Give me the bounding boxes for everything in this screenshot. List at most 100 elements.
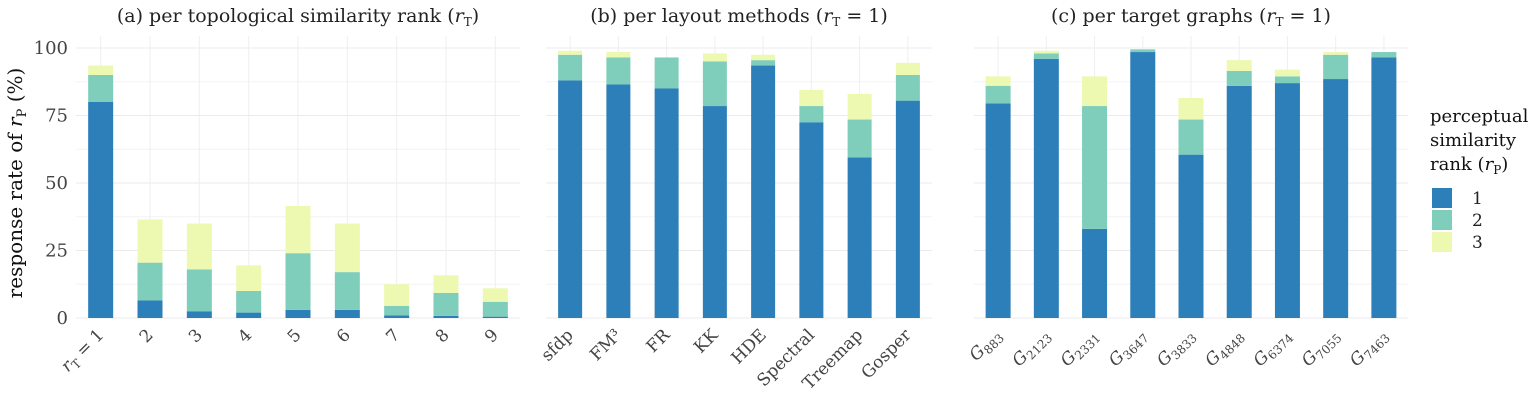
x-tick-label: FR <box>643 325 675 357</box>
bar-segment-rank-2 <box>1323 54 1349 80</box>
bar-segment-rank-2 <box>1033 53 1059 59</box>
y-axis-label: response rate of rP (%) <box>3 68 30 299</box>
x-tick-label: 8 <box>432 325 454 347</box>
bar-segment-rank-1 <box>1371 57 1397 318</box>
bar-segment-rank-3 <box>799 89 824 107</box>
panel-title: (a) per topological similarity rank (rT) <box>117 5 479 29</box>
bar-segment-rank-1 <box>88 102 114 318</box>
bar-segment-rank-2 <box>895 75 920 101</box>
x-tick-label: G7463 <box>1346 325 1393 372</box>
bar-segment-rank-1 <box>1274 83 1300 318</box>
y-tick-label: 25 <box>45 241 68 262</box>
bar-segment-rank-3 <box>702 53 727 62</box>
bar-segment-rank-1 <box>1130 52 1156 319</box>
legend-swatch <box>1432 210 1452 230</box>
bar-segment-rank-1 <box>384 315 410 318</box>
legend-label: 3 <box>1472 233 1483 253</box>
x-tick-label: G4848 <box>1201 325 1248 372</box>
bar-segment-rank-1 <box>285 309 311 318</box>
x-tick-label: G883 <box>966 325 1007 366</box>
bar-segment-rank-3 <box>606 52 631 58</box>
bar-segment-rank-3 <box>558 50 583 55</box>
bar-segment-rank-2 <box>334 272 360 310</box>
legend-label: 2 <box>1472 211 1483 231</box>
legend-swatch <box>1432 188 1452 208</box>
bar-segment-rank-1 <box>1178 154 1204 318</box>
bar-segment-rank-3 <box>1033 50 1059 54</box>
bar-segment-rank-2 <box>606 57 631 85</box>
bar-segment-rank-2 <box>985 85 1011 104</box>
x-tick-label: G2123 <box>1009 325 1056 372</box>
bar-segment-rank-2 <box>285 253 311 310</box>
x-tick-label: 9 <box>481 325 503 347</box>
bar-segment-rank-1 <box>799 122 824 318</box>
y-tick-label: 50 <box>45 173 68 194</box>
bar-segment-rank-1 <box>985 103 1011 318</box>
bar-segment-rank-1 <box>137 300 163 318</box>
bar-segment-rank-3 <box>1274 69 1300 77</box>
y-tick-label: 0 <box>57 308 68 329</box>
bar-segment-rank-3 <box>1226 60 1252 71</box>
legend: perceptual similarity rank (rP) 123 <box>1430 106 1529 253</box>
bar-segment-rank-2 <box>137 262 163 301</box>
bar-segment-rank-2 <box>1178 119 1204 155</box>
x-tick-label: HDE <box>728 325 771 368</box>
x-tick-label: Gosper <box>858 325 916 383</box>
bar-segment-rank-1 <box>1082 228 1108 318</box>
bar-segment-rank-2 <box>847 119 872 158</box>
bar-segment-rank-1 <box>654 88 679 318</box>
bar-segment-rank-1 <box>433 315 459 318</box>
x-tick-label: sfdp <box>538 325 578 365</box>
bar-segment-rank-1 <box>334 309 360 318</box>
bar-segment-rank-1 <box>847 157 872 318</box>
bar-segment-rank-3 <box>186 223 212 270</box>
panel-2: (b) per layout methods (rT = 1) sfdp FM³ FR… <box>538 5 932 394</box>
bar-segment-rank-3 <box>384 284 410 306</box>
x-tick-label: G3647 <box>1105 325 1152 372</box>
x-tick-label: G7055 <box>1298 325 1345 372</box>
x-tick-label: 7 <box>382 325 404 347</box>
bar-segment-rank-2 <box>1371 52 1397 58</box>
x-tick-label: 5 <box>284 325 306 347</box>
bar-segment-rank-3 <box>751 54 776 61</box>
x-tick-label: G6374 <box>1250 325 1297 372</box>
bar-segment-rank-1 <box>1323 79 1349 318</box>
x-tick-label: G2331 <box>1057 325 1104 372</box>
bar-segment-rank-2 <box>1274 76 1300 84</box>
x-tick-label: G3833 <box>1153 325 1200 372</box>
bar-segment-rank-1 <box>186 311 212 318</box>
bar-segment-rank-3 <box>985 76 1011 86</box>
bar-segment-rank-2 <box>654 57 679 89</box>
bar-segment-rank-1 <box>236 312 262 318</box>
x-tick-label: 2 <box>136 325 158 347</box>
bar-segment-rank-2 <box>1226 70 1252 86</box>
bar-segment-rank-3 <box>334 223 360 273</box>
y-tick-label: 100 <box>34 38 68 59</box>
x-tick-label: 3 <box>185 325 207 347</box>
y-tick-label: 75 <box>45 106 68 127</box>
bar-segment-rank-3 <box>1178 97 1204 120</box>
panel-title: (b) per layout methods (rT = 1) <box>590 5 888 29</box>
bar-segment-rank-2 <box>88 75 114 102</box>
bar-segment-rank-2 <box>384 305 410 316</box>
bar-segment-rank-1 <box>895 100 920 319</box>
bar-segment-rank-3 <box>433 275 459 293</box>
legend-title: rank (rP) <box>1430 154 1508 177</box>
bar-segment-rank-1 <box>482 316 508 318</box>
bar-segment-rank-2 <box>236 291 262 313</box>
bar-segment-rank-1 <box>751 65 776 318</box>
bar-segment-rank-2 <box>751 60 776 66</box>
bar-segment-rank-3 <box>1323 52 1349 55</box>
bar-segment-rank-2 <box>433 292 459 316</box>
legend-swatch <box>1432 232 1452 252</box>
bar-segment-rank-3 <box>482 288 508 302</box>
plot-area <box>546 36 932 318</box>
bar-segment-rank-2 <box>186 269 212 312</box>
bar-segment-rank-2 <box>799 106 824 123</box>
bar-segment-rank-1 <box>558 80 583 319</box>
bar-segment-rank-1 <box>606 84 631 318</box>
